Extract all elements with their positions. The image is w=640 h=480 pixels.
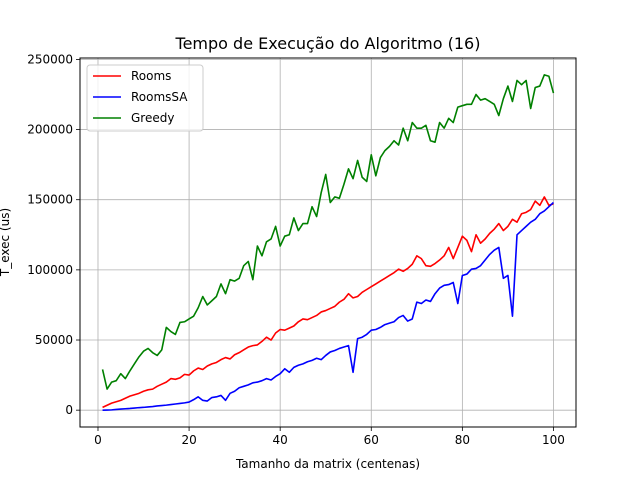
chart-title: Tempo de Execução do Algoritmo (16) — [175, 34, 481, 53]
y-tick-label: 50000 — [35, 333, 73, 347]
y-tick-label: 0 — [65, 403, 73, 417]
plot-frame — [79, 57, 577, 428]
x-axis-ticks: 0 20 40 60 80 100 — [94, 427, 565, 447]
legend-box — [86, 64, 204, 132]
y-axis-label: T_exec (us) — [0, 208, 12, 277]
legend: Rooms RoomsSA Greedy — [86, 64, 204, 132]
x-tick-label: 40 — [273, 433, 288, 447]
legend-label-roomssa: RoomsSA — [131, 90, 188, 104]
x-tick-label: 80 — [455, 433, 470, 447]
x-tick-label: 100 — [542, 433, 565, 447]
y-tick-label: 150000 — [27, 193, 73, 207]
x-axis-label: Tamanho da matrix (centenas) — [235, 457, 420, 471]
legend-label-greedy: Greedy — [131, 111, 174, 125]
x-tick-label: 60 — [364, 433, 379, 447]
x-tick-label: 0 — [94, 433, 102, 447]
series-line-greedy — [101, 74, 555, 390]
series-lines — [101, 74, 555, 411]
y-axis-ticks: 0 50000 100000 150000 200000 250000 — [27, 52, 80, 417]
y-tick-label: 100000 — [27, 263, 73, 277]
series-line-rooms — [102, 196, 554, 409]
x-tick-label: 20 — [181, 433, 196, 447]
series-line-roomssa — [102, 201, 554, 411]
y-tick-label: 200000 — [27, 123, 73, 137]
legend-label-rooms: Rooms — [131, 69, 171, 83]
y-tick-label: 250000 — [27, 52, 73, 66]
